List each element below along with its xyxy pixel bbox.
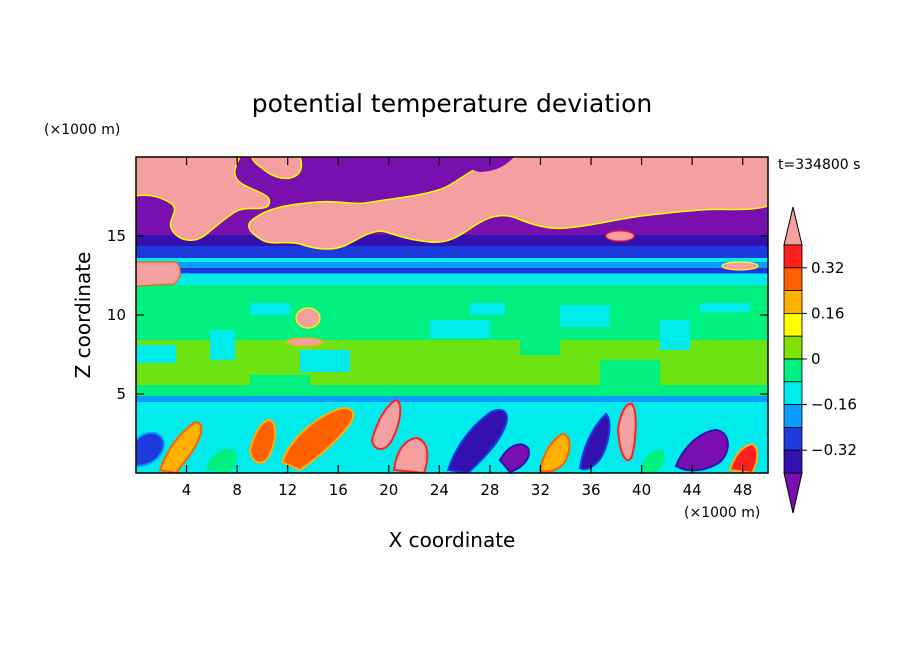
- x-units-label: (×1000 m): [684, 505, 760, 521]
- colorbar-swatch: [783, 426, 803, 451]
- colorbar-extend-top: [783, 206, 803, 246]
- pink-blob-mid: [295, 307, 321, 329]
- colorbar-swatch: [783, 404, 803, 428]
- colorbar-label: 0: [811, 350, 821, 368]
- colorbar-swatch: [783, 312, 803, 337]
- pink-cloud-left: [136, 157, 271, 242]
- x-tick-label: 36: [581, 481, 600, 499]
- colorbar-swatch: [783, 381, 803, 405]
- chart-title: potential temperature deviation: [252, 89, 652, 118]
- colorbar-swatch: [783, 290, 803, 314]
- colorbar-label: −0.32: [811, 441, 857, 459]
- x-tick-label: 28: [480, 481, 499, 499]
- x-tick-label: 16: [329, 481, 348, 499]
- time-label: t=334800 s: [778, 157, 860, 173]
- x-tick-label: 40: [632, 481, 651, 499]
- x-tick-label: 24: [430, 481, 449, 499]
- midlevel-cyan-patches: [136, 295, 750, 372]
- colorbar-label: −0.16: [811, 396, 857, 414]
- eddy-warm-2: [248, 418, 276, 464]
- colorbar-swatch: [783, 244, 803, 269]
- pink-cloud-top: [251, 157, 303, 180]
- pink-blob-mid2: [286, 337, 324, 347]
- colorbar-swatch: [783, 449, 803, 474]
- eddy-cold-4: [674, 428, 729, 472]
- eddy-cold-5: [136, 431, 166, 468]
- y-axis-label: Z coordinate: [71, 252, 95, 379]
- eddy-pink-3: [616, 402, 637, 462]
- colorbar-swatch: [783, 267, 803, 291]
- eddy-cold-2: [498, 443, 530, 473]
- eddy-warm-1: [158, 421, 203, 473]
- pink-patch-left: [136, 261, 181, 287]
- x-tick-label: 44: [683, 481, 702, 499]
- y-units-label: (×1000 m): [44, 122, 120, 138]
- y-tick-label: 5: [116, 385, 126, 403]
- eddy-warm-4: [538, 432, 571, 473]
- contour-field: [136, 157, 768, 473]
- midlevel-green-patches: [150, 310, 660, 390]
- y-ticks: 5 10 15: [107, 227, 768, 403]
- colorbar: 0.32 0.16 0 −0.16 −0.32: [783, 206, 857, 514]
- eddy-warm-5: [728, 442, 759, 473]
- green-stripe: [136, 285, 768, 303]
- colorbar-swatch: [783, 358, 803, 383]
- x-tick-label: 48: [733, 481, 752, 499]
- colorbar-label: 0.16: [811, 304, 844, 322]
- x-tick-label: 20: [379, 481, 398, 499]
- eddy-green-1: [206, 448, 237, 473]
- eddy-pink-2: [392, 436, 429, 473]
- eddy-warm-3: [280, 406, 355, 472]
- pink-blob-right: [605, 230, 635, 242]
- colorbar-swatch: [783, 335, 803, 360]
- x-tick-label: 4: [182, 481, 192, 499]
- y-tick-label: 10: [107, 306, 126, 324]
- pink-cloud-main: [248, 157, 768, 250]
- pink-blob-right2: [721, 261, 759, 271]
- y-tick-label: 15: [107, 227, 126, 245]
- x-tick-label: 12: [278, 481, 297, 499]
- colorbar-label: 0.32: [811, 259, 844, 277]
- x-axis-label: X coordinate: [389, 528, 516, 552]
- x-ticks: 4 8 12 16 20 24 28 32 36 40 44 48: [182, 157, 752, 499]
- inversion-line: [136, 396, 768, 402]
- eddy-cold-1: [446, 408, 508, 473]
- x-tick-label: 8: [232, 481, 242, 499]
- eddy-pink-1: [370, 398, 402, 450]
- colorbar-extend-bottom: [783, 472, 803, 514]
- eddy-green-2: [640, 449, 666, 473]
- x-tick-label: 32: [531, 481, 550, 499]
- blue-stripe: [136, 268, 768, 273]
